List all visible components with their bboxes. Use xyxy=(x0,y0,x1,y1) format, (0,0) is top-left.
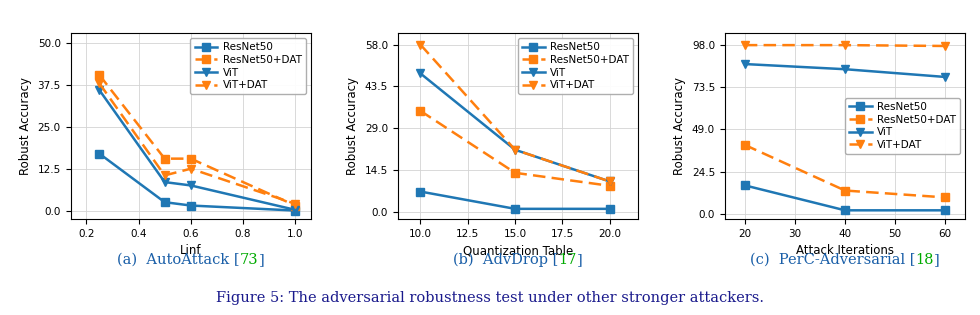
X-axis label: Quantization Table: Quantization Table xyxy=(463,244,573,257)
ViT+DAT xyxy=(604,180,615,183)
ViT+DAT xyxy=(93,81,105,85)
X-axis label: Linf: Linf xyxy=(180,244,202,257)
Line: ResNet50: ResNet50 xyxy=(95,150,299,215)
ResNet50 xyxy=(510,207,521,211)
ViT xyxy=(940,75,952,79)
ResNet50+DAT xyxy=(159,157,171,161)
ViT+DAT xyxy=(415,43,426,47)
Line: ResNet50+DAT: ResNet50+DAT xyxy=(416,107,613,190)
Line: ResNet50: ResNet50 xyxy=(741,181,949,214)
Y-axis label: Robust Accuracy: Robust Accuracy xyxy=(346,77,359,175)
ViT xyxy=(739,62,751,66)
Text: ]: ] xyxy=(934,253,940,267)
ResNet50 xyxy=(289,209,301,212)
Y-axis label: Robust Accuracy: Robust Accuracy xyxy=(673,77,686,175)
Text: (b)  AdvDrop [: (b) AdvDrop [ xyxy=(453,253,559,267)
ViT+DAT xyxy=(739,43,751,47)
ViT xyxy=(289,208,301,212)
ViT xyxy=(93,88,105,92)
ResNet50 xyxy=(415,190,426,193)
ResNet50 xyxy=(604,207,615,211)
Y-axis label: Robust Accuracy: Robust Accuracy xyxy=(19,77,32,175)
ResNet50+DAT xyxy=(415,109,426,113)
Line: ViT+DAT: ViT+DAT xyxy=(95,79,299,208)
Text: Figure 5: The adversarial robustness test under other stronger attackers.: Figure 5: The adversarial robustness tes… xyxy=(216,291,764,305)
Text: (c)  PerC-Adversarial [: (c) PerC-Adversarial [ xyxy=(750,253,915,267)
ResNet50 xyxy=(93,152,105,156)
ViT+DAT xyxy=(185,167,197,171)
ViT xyxy=(839,67,851,71)
ResNet50+DAT xyxy=(93,73,105,77)
ResNet50 xyxy=(185,203,197,207)
ViT+DAT xyxy=(289,202,301,206)
ResNet50+DAT xyxy=(839,189,851,192)
ViT+DAT xyxy=(510,148,521,152)
Text: 17: 17 xyxy=(559,253,577,267)
Text: ]: ] xyxy=(259,253,265,267)
ViT xyxy=(415,72,426,75)
Legend: ResNet50, ResNet50+DAT, ViT, ViT+DAT: ResNet50, ResNet50+DAT, ViT, ViT+DAT xyxy=(845,98,960,154)
ResNet50 xyxy=(940,209,952,212)
ViT xyxy=(604,180,615,183)
Line: ViT: ViT xyxy=(741,60,949,81)
ViT+DAT xyxy=(839,43,851,47)
Legend: ResNet50, ResNet50+DAT, ViT, ViT+DAT: ResNet50, ResNet50+DAT, ViT, ViT+DAT xyxy=(517,38,633,94)
ResNet50+DAT xyxy=(510,171,521,175)
Line: ViT+DAT: ViT+DAT xyxy=(416,41,613,185)
ResNet50+DAT xyxy=(940,196,952,199)
ResNet50 xyxy=(159,200,171,204)
ResNet50+DAT xyxy=(739,143,751,147)
Line: ViT: ViT xyxy=(95,86,299,214)
ResNet50+DAT xyxy=(185,157,197,161)
X-axis label: Attack Iterations: Attack Iterations xyxy=(796,244,894,257)
Line: ResNet50+DAT: ResNet50+DAT xyxy=(741,141,949,201)
Line: ResNet50: ResNet50 xyxy=(416,188,613,213)
Text: 18: 18 xyxy=(915,253,934,267)
Text: ]: ] xyxy=(577,253,583,267)
ViT+DAT xyxy=(940,44,952,48)
ResNet50 xyxy=(839,209,851,212)
ViT xyxy=(159,180,171,184)
ResNet50+DAT xyxy=(289,203,301,207)
Line: ViT+DAT: ViT+DAT xyxy=(741,41,949,50)
ResNet50 xyxy=(739,183,751,187)
ResNet50+DAT xyxy=(604,184,615,188)
ViT xyxy=(510,148,521,152)
Line: ViT: ViT xyxy=(416,70,613,185)
ViT+DAT xyxy=(159,174,171,177)
Line: ResNet50+DAT: ResNet50+DAT xyxy=(95,71,299,209)
Text: (a)  AutoAttack [: (a) AutoAttack [ xyxy=(118,253,240,267)
ViT xyxy=(185,184,197,187)
Legend: ResNet50, ResNet50+DAT, ViT, ViT+DAT: ResNet50, ResNet50+DAT, ViT, ViT+DAT xyxy=(190,38,306,94)
Text: 73: 73 xyxy=(240,253,259,267)
